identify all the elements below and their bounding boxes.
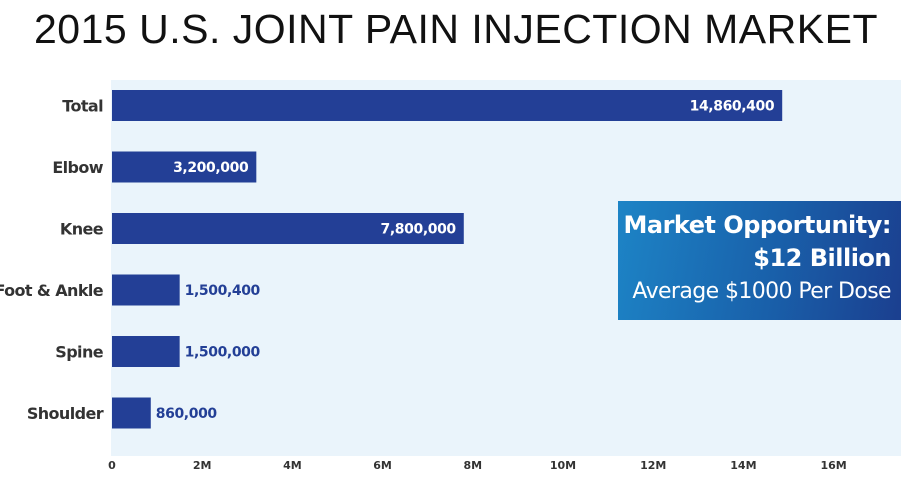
- x-tick-label: 10M: [550, 459, 576, 472]
- data-label-knee: 7,800,000: [381, 222, 457, 238]
- category-label-spine: Spine: [55, 343, 103, 362]
- x-tick-label: 6M: [373, 459, 392, 472]
- bar-shoulder: [112, 397, 151, 429]
- x-tick-label: 2M: [193, 459, 212, 472]
- callout-line-1: Market Opportunity:: [623, 211, 891, 239]
- bar-foot-ankle: [112, 274, 180, 306]
- x-tick-label: 4M: [283, 459, 302, 472]
- x-tick-label: 14M: [730, 459, 756, 472]
- chart-title: 2015 U.S. JOINT PAIN INJECTION MARKET: [34, 6, 878, 52]
- category-label-knee: Knee: [60, 220, 104, 239]
- bar-knee: [112, 213, 464, 244]
- bar-total: [112, 90, 783, 121]
- x-tick-label: 8M: [463, 459, 482, 472]
- data-label-foot-ankle: 1,500,400: [185, 283, 261, 299]
- category-label-elbow: Elbow: [52, 158, 103, 177]
- market-opportunity-callout: Market Opportunity: $12 Billion Average …: [618, 201, 901, 320]
- category-label-shoulder: Shoulder: [27, 404, 104, 423]
- callout-line-2: $12 Billion: [753, 244, 891, 272]
- category-label-total: Total: [62, 97, 103, 116]
- x-tick-label: 16M: [820, 459, 846, 472]
- category-label-foot-ankle: Foot & Ankle: [0, 281, 104, 300]
- data-label-spine: 1,500,000: [185, 345, 261, 361]
- data-label-total: 14,860,400: [690, 99, 775, 115]
- x-tick-label: 0: [108, 459, 116, 472]
- data-label-elbow: 3,200,000: [173, 160, 249, 176]
- data-label-shoulder: 860,000: [156, 406, 218, 422]
- bar-elbow: [112, 151, 257, 183]
- callout-line-3: Average $1000 Per Dose: [632, 279, 891, 304]
- bar-spine: [112, 336, 180, 367]
- x-tick-label: 12M: [640, 459, 666, 472]
